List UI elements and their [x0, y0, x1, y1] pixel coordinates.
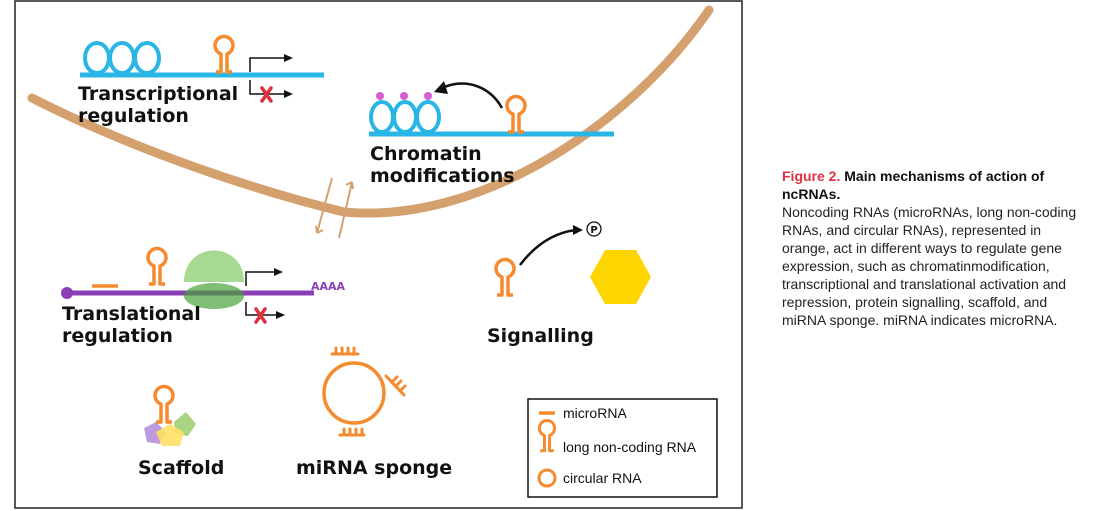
scaffold-label: Scaffold — [138, 457, 224, 479]
circular-rna-icon — [322, 361, 386, 425]
phosphorylation-arrow-icon — [519, 228, 577, 266]
bound-microrna-icon — [330, 346, 407, 437]
figure-label: Figure 2. — [782, 168, 841, 184]
block-cross-icon — [254, 307, 267, 324]
repression-arrow-icon — [249, 80, 284, 95]
nuclear-transport-arrows — [315, 177, 354, 239]
methyl-mark-icon — [376, 92, 432, 100]
nuclear-membrane — [27, 5, 714, 218]
legend-item-microrna: microRNA — [563, 405, 627, 421]
phospho-badge-icon — [586, 221, 602, 237]
lncrna-hairpin-icon — [153, 384, 175, 424]
signalling-label: Signalling — [487, 325, 594, 347]
activation-arrow-icon — [249, 57, 284, 72]
transcriptional-label-line2: regulation — [78, 105, 189, 127]
transcriptional-label-line1: Transcriptional — [78, 83, 238, 105]
lncrna-hairpin-icon — [537, 419, 557, 453]
polya-tail: AAAA — [311, 280, 346, 293]
activation-arrow-icon — [245, 271, 274, 286]
figure-canvas: Transcriptional regulation Chromatin mod… — [14, 0, 743, 509]
translational-regulation-panel: AAAA Translational regulation — [61, 246, 346, 347]
lncrna-hairpin-icon — [213, 34, 235, 74]
translational-label-line2: regulation — [62, 325, 173, 347]
circular-rna-icon — [537, 468, 557, 488]
mirna-sponge-panel: miRNA sponge — [296, 346, 452, 479]
legend-item-lncrna: long non-coding RNA — [563, 439, 697, 455]
lncrna-hairpin-icon — [505, 94, 527, 134]
nucleosome-icon — [369, 100, 441, 134]
chromatin-label-line1: Chromatin — [370, 143, 482, 165]
target-protein-icon — [590, 250, 651, 304]
translational-label-line1: Translational — [62, 303, 201, 325]
mrna-cap-icon — [61, 287, 73, 299]
figure-border — [14, 0, 743, 509]
caption-body: Noncoding RNAs (microRNAs, long non-codi… — [782, 204, 1077, 328]
chromatin-label-line2: modifications — [370, 165, 515, 187]
chromatin-modifications-panel: Chromatin modifications — [369, 81, 614, 187]
lncrna-hairpin-icon — [146, 246, 168, 286]
signalling-panel: P Signalling — [487, 221, 651, 347]
mechanisms-figure: Transcriptional regulation Chromatin mod… — [14, 0, 743, 509]
phospho-letter: P — [590, 225, 597, 236]
figure-title: Main mechanisms of action of ncRNAs. — [782, 168, 1045, 202]
recruit-arrow-icon — [441, 82, 504, 109]
lncrna-hairpin-icon — [494, 257, 516, 297]
sponge-label: miRNA sponge — [296, 457, 452, 479]
scaffold-panel: Scaffold — [138, 384, 224, 479]
protein-complex-icon — [144, 412, 196, 446]
repression-arrow-icon — [245, 302, 276, 316]
legend: microRNA long non-coding RNA circular RN… — [527, 398, 718, 498]
figure-caption: Figure 2. Main mechanisms of action of n… — [782, 167, 1082, 329]
block-cross-icon — [260, 86, 273, 103]
ribosome-icon — [184, 250, 244, 309]
transcriptional-regulation-panel: Transcriptional regulation — [78, 34, 324, 127]
legend-item-circrna: circular RNA — [563, 470, 642, 486]
nucleosome-icon — [83, 41, 161, 75]
